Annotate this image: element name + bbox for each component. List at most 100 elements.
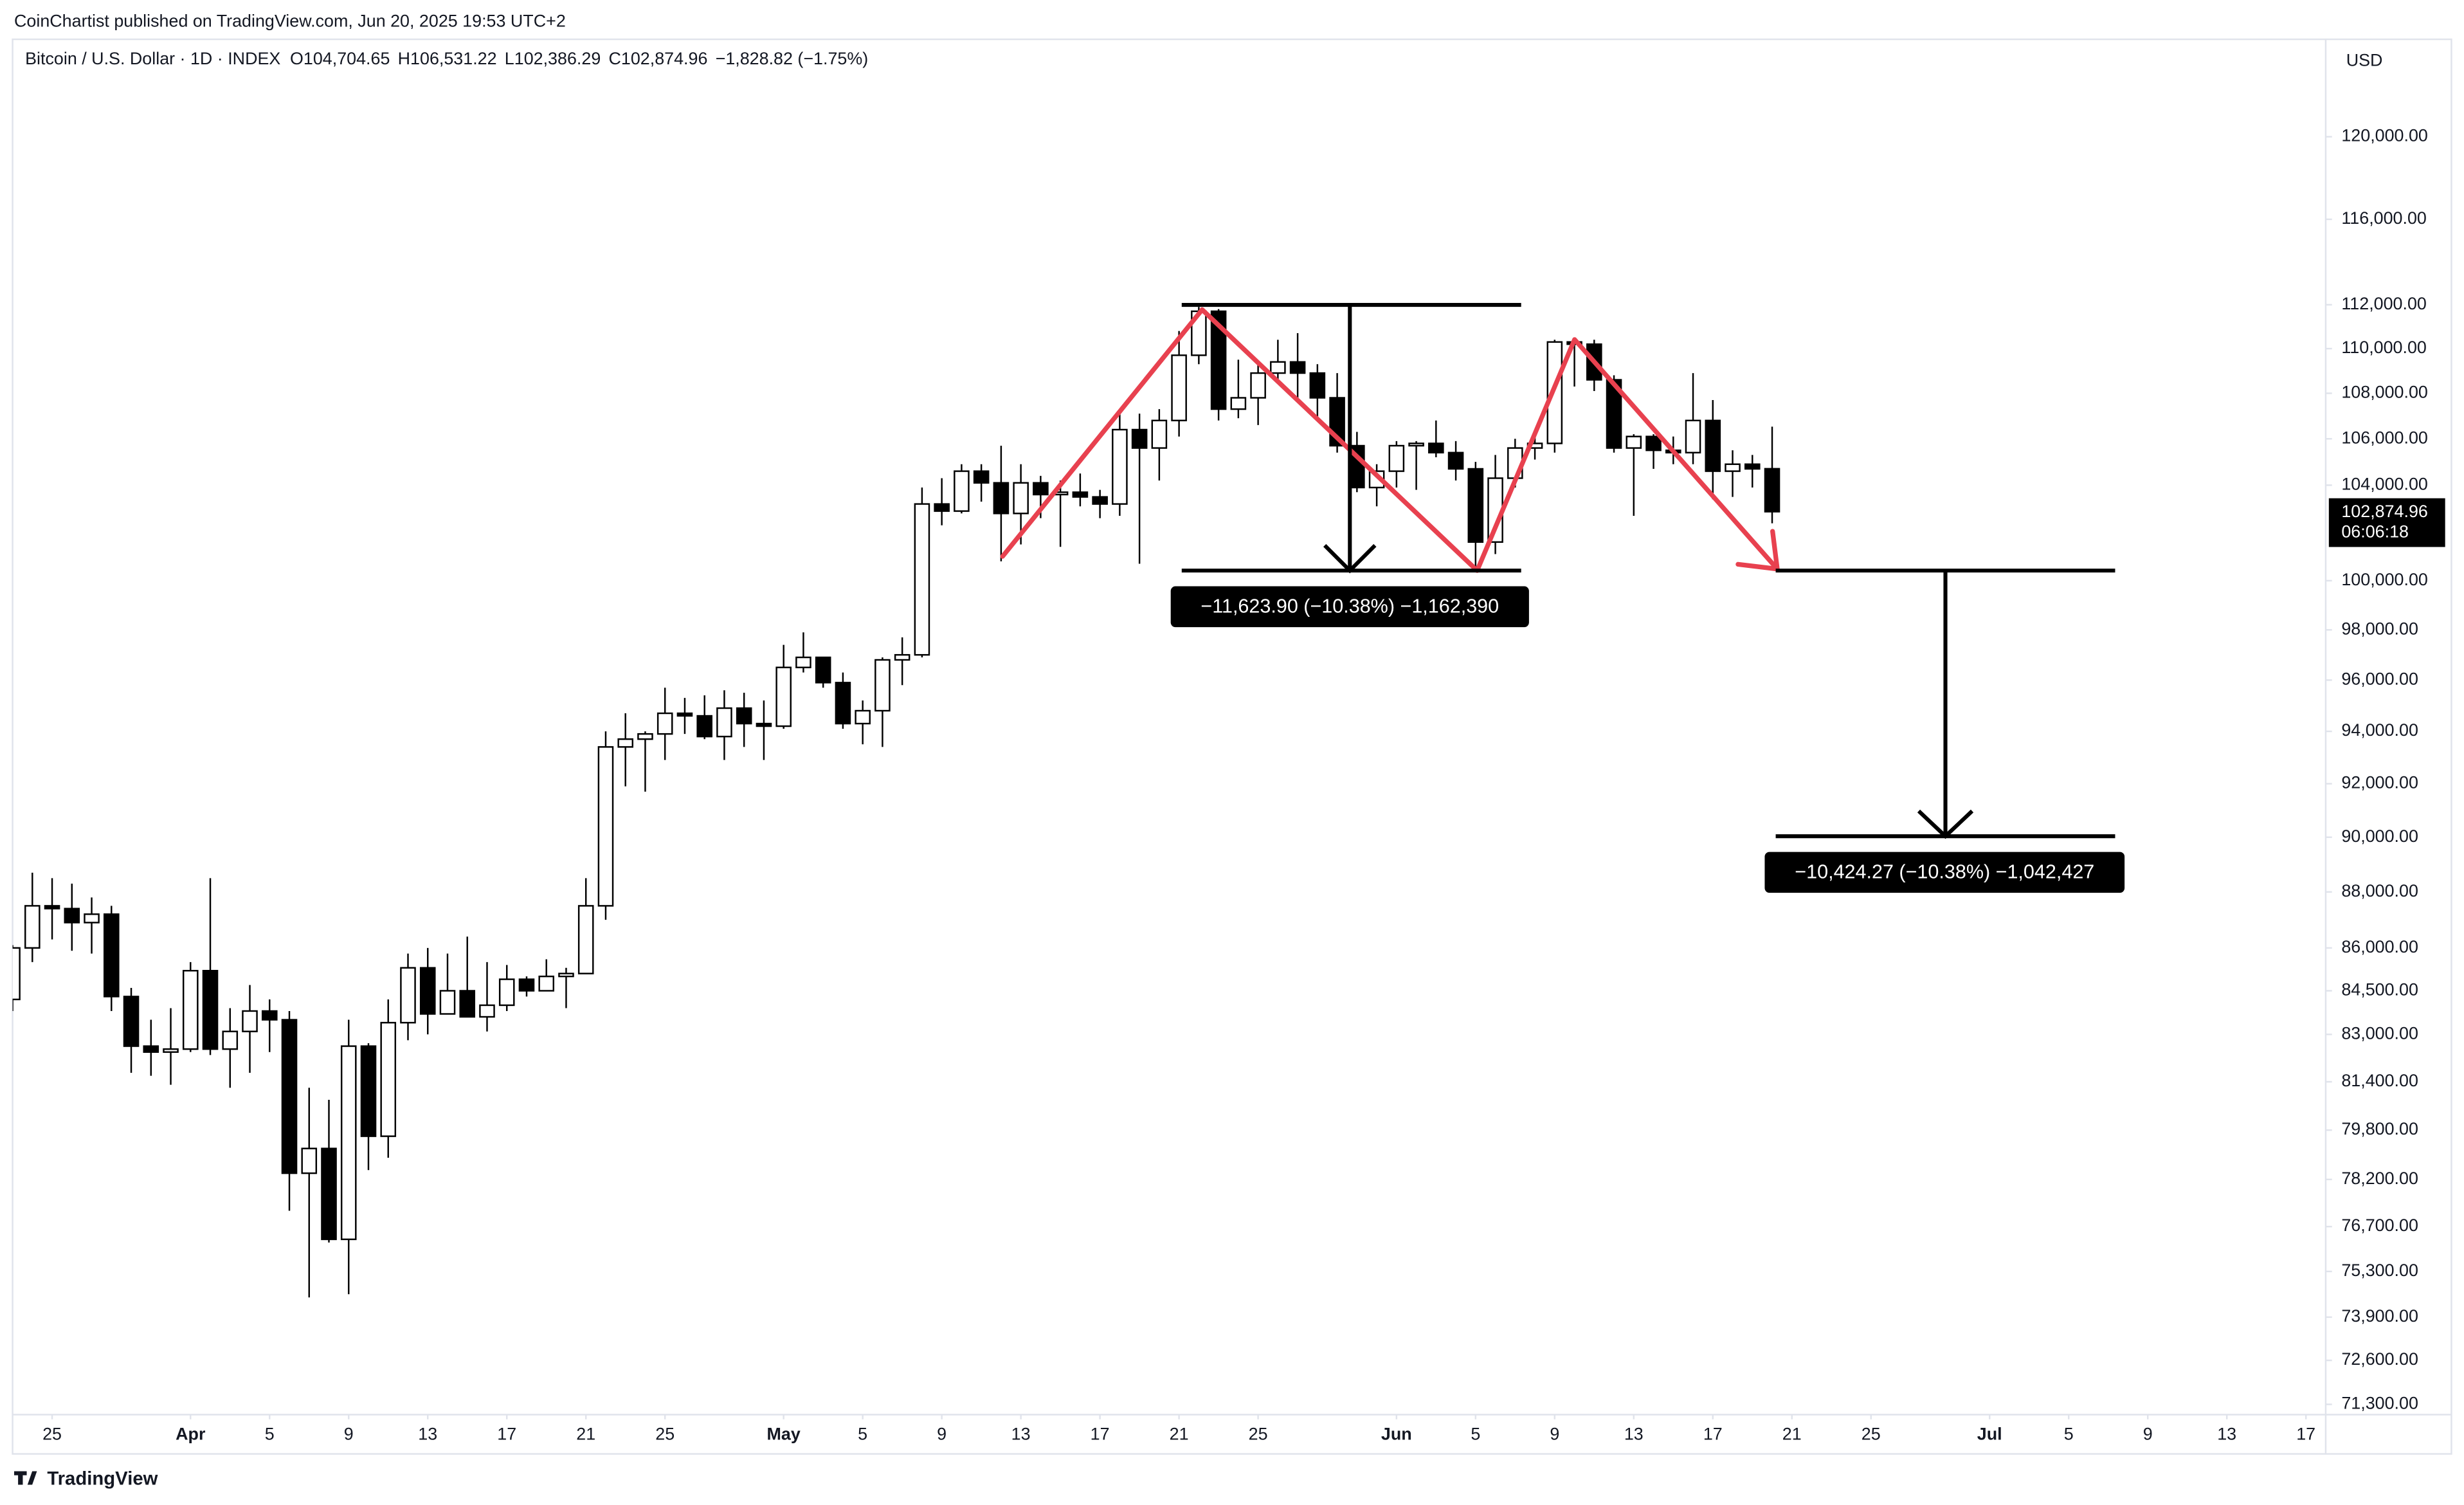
y-tick-label: 81,400.00 bbox=[2341, 1071, 2418, 1090]
x-tick-label: 13 bbox=[418, 1424, 437, 1443]
candle-body bbox=[261, 1010, 278, 1021]
x-tick-label: Apr bbox=[176, 1424, 206, 1443]
candle-body bbox=[1289, 361, 1306, 374]
frame bbox=[12, 38, 2452, 1455]
candle-body bbox=[1072, 491, 1089, 498]
ohlc-close: C102,874.96 bbox=[608, 49, 707, 68]
y-tick-label: 84,500.00 bbox=[2341, 980, 2418, 999]
candle-body bbox=[716, 707, 732, 738]
candle-body bbox=[815, 656, 831, 684]
candle-body bbox=[12, 947, 21, 1001]
candle-body bbox=[1467, 468, 1484, 543]
candle-body bbox=[775, 666, 792, 727]
x-tick-label: Jul bbox=[1977, 1424, 2002, 1443]
x-tick-label: 25 bbox=[42, 1424, 62, 1443]
x-tick-label: 5 bbox=[1471, 1424, 1480, 1443]
candle-body bbox=[281, 1019, 298, 1174]
candle-body bbox=[934, 503, 950, 512]
measure-label: −10,424.27 (−10.38%) −1,042,427 bbox=[1795, 861, 2094, 883]
candle-body bbox=[1447, 452, 1464, 470]
candle-body bbox=[498, 978, 515, 1007]
y-tick-label: 106,000.00 bbox=[2341, 428, 2428, 447]
candle-body bbox=[64, 908, 80, 924]
candle-body bbox=[479, 1004, 495, 1018]
measure-arrowhead bbox=[1917, 809, 1974, 839]
candle-body bbox=[1092, 496, 1108, 505]
candle-body bbox=[44, 905, 60, 909]
candles bbox=[12, 307, 1780, 1298]
x-tick-label: 5 bbox=[2064, 1424, 2074, 1443]
candle-body bbox=[182, 970, 199, 1050]
price-label-box bbox=[2328, 498, 2445, 547]
candle-body bbox=[637, 733, 653, 740]
candle-body bbox=[617, 738, 634, 748]
x-tick-label: 9 bbox=[2143, 1424, 2153, 1443]
candle-body bbox=[518, 978, 535, 992]
candle-body bbox=[993, 482, 1010, 515]
candle-body bbox=[657, 712, 673, 735]
axes: 71,300.00 72,600.00 73,900.00 75,300.00 76,7… bbox=[42, 126, 2428, 1444]
candle-body bbox=[1309, 372, 1326, 399]
y-tick-label: 78,200.00 bbox=[2341, 1169, 2418, 1188]
y-tick-label: 92,000.00 bbox=[2341, 773, 2418, 792]
candle-body bbox=[400, 967, 416, 1024]
candle-body bbox=[954, 470, 970, 512]
x-tick-label: May bbox=[767, 1424, 801, 1443]
measure-label: −11,623.90 (−10.38%) −1,162,390 bbox=[1200, 596, 1499, 617]
candle-body bbox=[24, 905, 41, 949]
candle-body bbox=[340, 1045, 357, 1241]
candle-body bbox=[1705, 419, 1721, 472]
candle-body bbox=[973, 470, 990, 484]
x-tick-label: 17 bbox=[497, 1424, 516, 1443]
candle-body bbox=[1013, 482, 1029, 515]
y-tick-label: 110,000.00 bbox=[2341, 338, 2427, 357]
candle-body bbox=[597, 746, 614, 907]
y-tick-label: 112,000.00 bbox=[2341, 294, 2427, 313]
x-tick-label: 5 bbox=[858, 1424, 867, 1443]
candle-body bbox=[143, 1045, 159, 1053]
candle-body bbox=[1685, 419, 1701, 453]
candle-body bbox=[380, 1021, 397, 1137]
candle-body bbox=[321, 1147, 337, 1241]
currency: USD bbox=[2346, 50, 2383, 69]
logo: TradingView bbox=[14, 1468, 158, 1490]
candle-body bbox=[1626, 435, 1642, 449]
candle-body bbox=[419, 967, 436, 1015]
x-tick-label: 17 bbox=[1091, 1424, 1110, 1443]
candle-body bbox=[894, 653, 910, 661]
x-tick-label: 17 bbox=[1703, 1424, 1723, 1443]
logo-mark bbox=[14, 1471, 37, 1485]
y-tick-label: 75,300.00 bbox=[2341, 1261, 2418, 1280]
candle-body bbox=[222, 1030, 239, 1050]
symbol: Bitcoin / U.S. Dollar · 1D · INDEX bbox=[25, 49, 280, 68]
drawings: −11,623.90 (−10.38%) −1,162,390 −10,424.… bbox=[1000, 303, 2125, 893]
candle-body bbox=[1131, 428, 1148, 449]
candle-body bbox=[1033, 482, 1049, 496]
y-tick-label: 104,000.00 bbox=[2341, 474, 2428, 493]
candle-body bbox=[123, 996, 140, 1047]
x-tick-label: 21 bbox=[1782, 1424, 1802, 1443]
x-tick-label: 21 bbox=[576, 1424, 595, 1443]
x-tick-label: 13 bbox=[2217, 1424, 2236, 1443]
candle-body bbox=[1744, 463, 1761, 470]
candle-body bbox=[736, 707, 752, 725]
candle-body bbox=[1388, 444, 1405, 472]
x-tick-label: 25 bbox=[655, 1424, 675, 1443]
candle-body bbox=[1408, 442, 1424, 447]
countdown: 06:06:18 bbox=[2341, 522, 2409, 542]
y-tick-label: 76,700.00 bbox=[2341, 1216, 2418, 1235]
ohlc-open: O104,704.65 bbox=[290, 49, 390, 68]
x-tick-label: 5 bbox=[265, 1424, 275, 1443]
y-tick-label: 116,000.00 bbox=[2341, 208, 2427, 228]
candle-body bbox=[1210, 310, 1227, 410]
candle-body bbox=[439, 990, 456, 1015]
candle-body bbox=[577, 905, 594, 974]
x-tick-label: 9 bbox=[937, 1424, 947, 1443]
candle-body bbox=[301, 1147, 318, 1174]
y-tick-label: 94,000.00 bbox=[2341, 720, 2418, 740]
candle-body bbox=[1112, 428, 1128, 505]
y-tick-label: 79,800.00 bbox=[2341, 1119, 2418, 1138]
y-tick-label: 73,900.00 bbox=[2341, 1306, 2418, 1326]
candle-body bbox=[756, 722, 772, 727]
candle-body bbox=[1725, 463, 1741, 472]
